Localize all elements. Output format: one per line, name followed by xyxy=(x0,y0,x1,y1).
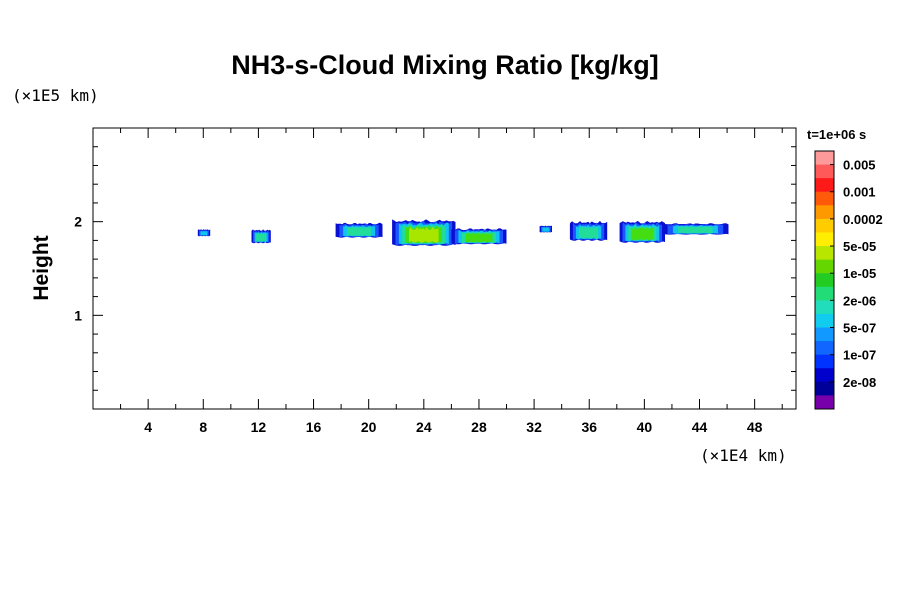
x-tick-label: 40 xyxy=(637,419,653,435)
cloud-patch xyxy=(569,221,608,241)
colorbar-label: 1e-07 xyxy=(843,348,876,363)
x-tick-label: 24 xyxy=(416,419,432,435)
colorbar-swatch xyxy=(815,381,834,396)
cloud-patch xyxy=(197,229,211,237)
colorbar-swatch xyxy=(815,300,834,315)
x-tick-label: 20 xyxy=(361,419,377,435)
x-unit-note: (×1E4 km) xyxy=(700,446,787,465)
cloud-patch xyxy=(662,223,729,235)
cloud-contour-band xyxy=(409,227,439,243)
colorbar-label: 5e-05 xyxy=(843,239,876,254)
cloud-patch xyxy=(619,220,665,243)
colorbar-label: 5e-07 xyxy=(843,321,876,336)
plot-frame xyxy=(92,127,797,410)
colorbar-swatch xyxy=(815,313,834,328)
x-tick-label: 44 xyxy=(692,419,708,435)
colorbar-swatch xyxy=(815,178,834,193)
colorbar-swatch xyxy=(815,164,834,179)
colorbar-label: 0.0002 xyxy=(843,212,883,227)
cloud-patch xyxy=(251,229,271,244)
colorbar-swatch xyxy=(815,151,834,165)
x-tick-label: 8 xyxy=(199,419,207,435)
y-axis-label: Height xyxy=(30,235,53,300)
cloud-contour-band xyxy=(200,230,208,236)
colorbar-label: 2e-08 xyxy=(843,375,876,390)
colorbar-swatch xyxy=(815,246,834,261)
colorbar-swatch xyxy=(815,191,834,206)
chart-title: NH3-s-Cloud Mixing Ratio [kg/kg] xyxy=(231,50,659,80)
cloud-contour-band xyxy=(678,226,713,234)
colorbar-swatch xyxy=(815,354,834,369)
x-tick-label: 32 xyxy=(526,419,542,435)
cloud-contour-band xyxy=(256,233,267,242)
cloud-patches xyxy=(197,219,729,246)
cloud-patch xyxy=(539,225,552,233)
colorbar-swatch xyxy=(815,273,834,288)
colorbar-label: 2e-06 xyxy=(843,293,876,308)
x-tick-label: 4 xyxy=(144,419,152,435)
colorbar-swatch xyxy=(815,327,834,342)
cloud-contour-band xyxy=(346,226,372,236)
cloud-patch xyxy=(335,222,383,238)
time-label: t=1e+06 s xyxy=(807,127,866,142)
colorbar: 0.005 0.001 0.0002 5e-05 1e-05 2e-06 5e-07 1e-0… xyxy=(814,150,883,410)
x-tick-label: 48 xyxy=(747,419,763,435)
y-tick-label: 1 xyxy=(74,307,82,323)
x-tick-label: 12 xyxy=(251,419,267,435)
cloud-contour-band xyxy=(631,226,654,241)
colorbar-swatch xyxy=(815,286,834,301)
colorbar-swatch xyxy=(815,205,834,220)
y-unit-note: (×1E5 km) xyxy=(12,86,99,105)
y-tick-label: 2 xyxy=(74,214,82,230)
cloud-contour-band xyxy=(542,227,550,232)
x-tick-label: 36 xyxy=(581,419,597,435)
colorbar-swatch xyxy=(815,341,834,356)
colorbar-swatch xyxy=(815,232,834,247)
cloud-contour-band xyxy=(465,232,493,243)
colorbar-swatch xyxy=(815,395,834,410)
x-tick-label: 16 xyxy=(306,419,322,435)
colorbar-swatch xyxy=(815,218,834,233)
colorbar-label: 1e-05 xyxy=(843,266,876,281)
cloud-patch xyxy=(392,219,456,246)
colorbar-label: 0.001 xyxy=(843,185,876,200)
colorbar-swatch xyxy=(815,368,834,383)
colorbar-swatch xyxy=(815,259,834,274)
x-tick-label: 28 xyxy=(471,419,487,435)
cloud-contour-band xyxy=(578,226,599,239)
colorbar-frame xyxy=(814,150,835,410)
colorbar-label: 0.005 xyxy=(843,158,876,173)
cloud-patch xyxy=(451,228,507,245)
